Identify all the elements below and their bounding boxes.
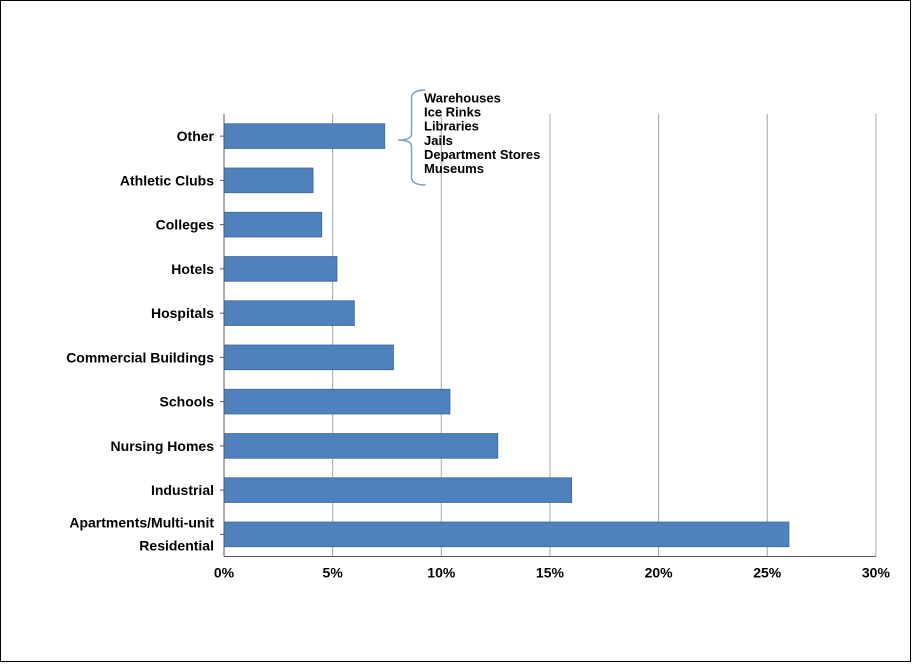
- svg-text:10%: 10%: [427, 565, 456, 581]
- svg-text:Apartments/Multi-unit: Apartments/Multi-unit: [69, 514, 214, 530]
- svg-text:0%: 0%: [214, 565, 235, 581]
- svg-text:Other: Other: [177, 128, 215, 144]
- svg-text:25%: 25%: [753, 565, 782, 581]
- svg-text:Hospitals: Hospitals: [151, 305, 214, 321]
- svg-text:Industrial: Industrial: [151, 482, 214, 498]
- svg-text:Jails: Jails: [424, 133, 453, 148]
- svg-text:Schools: Schools: [160, 394, 215, 410]
- svg-text:Residential: Residential: [139, 537, 214, 553]
- svg-text:Athletic Clubs: Athletic Clubs: [120, 172, 214, 188]
- svg-text:5%: 5%: [323, 565, 344, 581]
- svg-text:Department Stores: Department Stores: [424, 147, 540, 162]
- svg-text:15%: 15%: [536, 565, 565, 581]
- svg-text:Ice Rinks: Ice Rinks: [424, 105, 481, 120]
- svg-text:Museums: Museums: [424, 161, 484, 176]
- svg-text:30%: 30%: [862, 565, 891, 581]
- svg-text:Colleges: Colleges: [156, 217, 215, 233]
- svg-text:Nursing Homes: Nursing Homes: [111, 438, 215, 454]
- svg-text:Hotels: Hotels: [171, 261, 214, 277]
- svg-text:Commercial Buildings: Commercial Buildings: [66, 349, 214, 365]
- svg-text:Warehouses: Warehouses: [424, 91, 501, 106]
- svg-text:Libraries: Libraries: [424, 119, 479, 134]
- svg-text:20%: 20%: [645, 565, 674, 581]
